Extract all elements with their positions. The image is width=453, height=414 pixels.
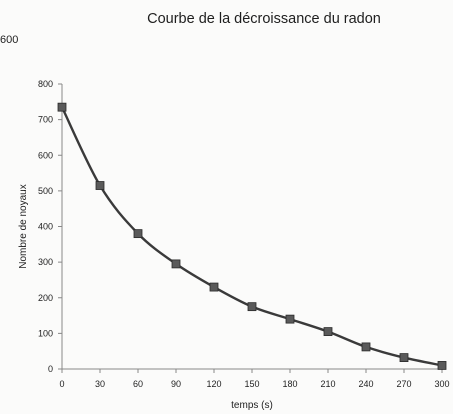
- y-tick-label: 700: [38, 115, 53, 125]
- x-tick-label: 300: [434, 379, 449, 389]
- data-point-marker: [57, 102, 67, 112]
- y-tick-label: 300: [38, 257, 53, 267]
- data-point-marker: [171, 259, 181, 269]
- stray-label: 600: [0, 34, 18, 46]
- data-point-marker: [247, 302, 257, 312]
- series-line-path: [60, 105, 444, 367]
- y-tick-label: 200: [38, 293, 53, 303]
- y-tick-label: 400: [38, 222, 53, 232]
- x-tick-labels: 0 30 60 90 120 150 180 210 240 270 300: [59, 369, 450, 389]
- data-point-marker: [285, 314, 295, 324]
- y-tick-label: 600: [38, 150, 53, 160]
- x-tick-label: 210: [320, 379, 335, 389]
- x-tick-label: 150: [244, 379, 259, 389]
- x-tick-label: 0: [59, 379, 64, 389]
- data-point-marker: [133, 229, 143, 239]
- data-point-marker: [361, 342, 371, 352]
- data-point-marker: [209, 282, 219, 292]
- data-points: [57, 102, 447, 370]
- y-tick-label: 0: [48, 364, 53, 374]
- axes: [61, 84, 442, 370]
- chart-title: Courbe de la décroissance du radon: [147, 11, 381, 27]
- x-tick-label: 240: [358, 379, 373, 389]
- y-tick-label: 500: [38, 186, 53, 196]
- data-point-marker: [95, 181, 105, 190]
- x-axis-label: temps (s): [231, 400, 273, 411]
- x-tick-label: 270: [396, 379, 411, 389]
- data-point-marker: [323, 327, 333, 336]
- data-point-marker: [437, 361, 447, 370]
- y-axis-label: Nombre de noyaux: [18, 184, 29, 269]
- y-tick-label: 800: [38, 79, 53, 89]
- x-tick-label: 90: [171, 379, 181, 389]
- x-tick-label: 180: [282, 379, 297, 389]
- x-tick-label: 120: [206, 379, 221, 389]
- x-tick-label: 60: [133, 379, 143, 389]
- y-tick-labels: 0 100 200 300 400 500 600 700 800: [38, 79, 62, 374]
- y-tick-label: 100: [38, 328, 53, 338]
- x-tick-label: 30: [95, 379, 105, 389]
- series-line: [60, 105, 444, 367]
- data-point-marker: [399, 353, 409, 363]
